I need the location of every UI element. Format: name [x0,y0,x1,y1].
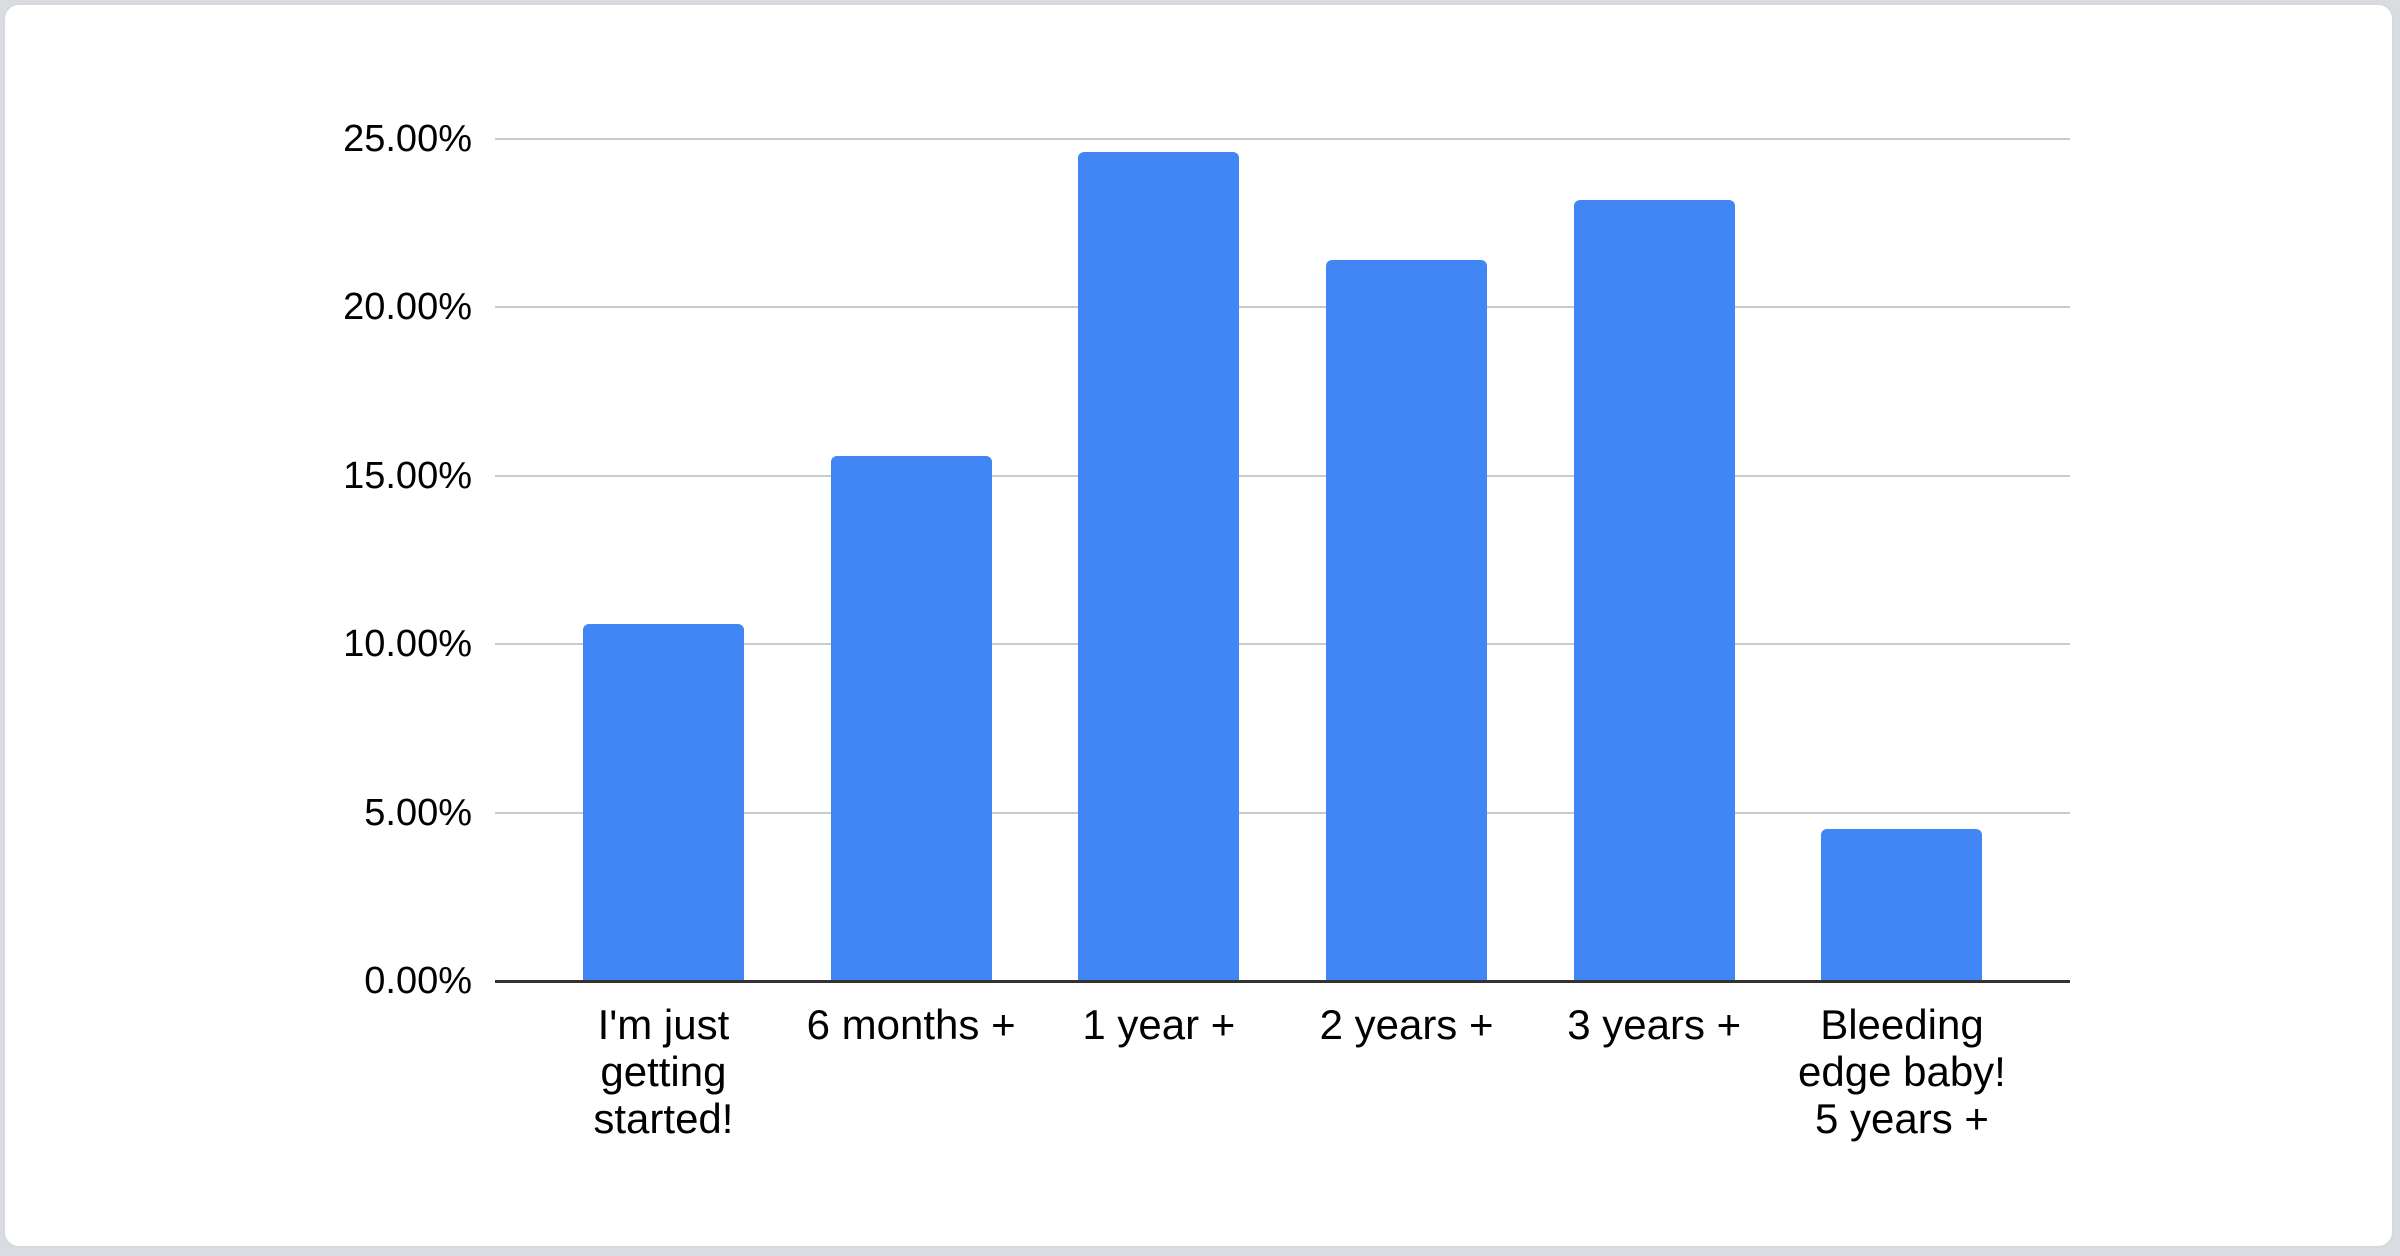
x-axis-line [495,979,2070,983]
gridline [495,811,2070,814]
x-axis-label-line: 2 years + [1319,1001,1494,1048]
bar [830,455,992,981]
x-axis-label-line: I'm just [597,1001,730,1048]
x-axis-category-label: Bleeding edge baby! 5 years + [1752,1001,2052,1142]
x-axis-category-label: 3 years + [1504,1001,1804,1048]
y-axis-tick-label: 0.00% [364,960,472,1002]
x-axis-label-line: 3 years + [1567,1001,1742,1048]
x-axis-label-line: getting [600,1048,727,1095]
x-axis-label-line: 6 months + [806,1001,1016,1048]
y-axis-tick-label: 15.00% [343,454,472,497]
bar [1573,199,1735,981]
x-axis-label-line: Bleeding [1820,1001,1984,1048]
gridline [495,306,2070,309]
x-axis-label-line: 1 year + [1082,1001,1236,1048]
y-axis-tick-label: 10.00% [343,623,472,666]
x-axis-label-line: 5 years + [1814,1095,1989,1142]
x-axis-label-line: started! [593,1095,734,1142]
bar [582,624,744,981]
x-axis-category-label: 6 months + [761,1001,1061,1048]
y-axis-tick-label: 20.00% [343,286,472,329]
bar-chart-plot-area: 0.00% 5.00% 10.00% 15.00% 20.00% 25.00% I'm ju… [343,118,2070,1142]
x-axis-category-label: 1 year + [1009,1001,1309,1048]
gridline [495,138,2070,140]
bar [1821,829,1983,981]
x-axis-label-line: edge baby! [1798,1048,2006,1095]
gridline [495,474,2070,477]
x-axis-category-label: 2 years + [1257,1001,1557,1048]
y-axis-tick-label: 25.00% [343,118,472,160]
bar [1326,260,1488,981]
x-axis-category-label: I'm just getting started! [513,1001,813,1142]
y-axis-tick-label: 5.00% [364,791,472,834]
gridline [495,643,2070,646]
bar [1078,152,1240,981]
